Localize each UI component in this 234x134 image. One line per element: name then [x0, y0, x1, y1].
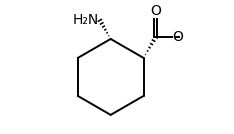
Text: H₂N: H₂N — [73, 13, 99, 27]
Text: O: O — [173, 30, 183, 44]
Text: O: O — [150, 3, 161, 18]
